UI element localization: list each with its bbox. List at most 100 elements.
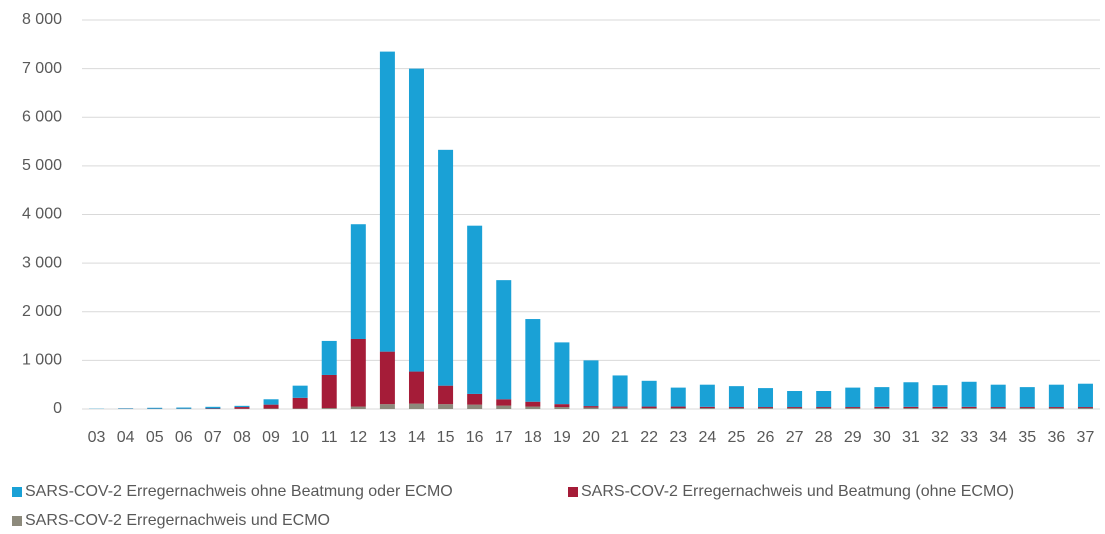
bar-segment bbox=[1048, 407, 1064, 409]
bar-segment bbox=[1048, 384, 1064, 408]
bar-segment bbox=[816, 408, 832, 409]
bar-segment bbox=[1019, 407, 1035, 409]
bar-segment bbox=[263, 399, 279, 405]
bar-segment bbox=[816, 391, 832, 408]
bar-segment bbox=[758, 407, 774, 409]
bar-segment bbox=[234, 405, 250, 408]
bar-segment bbox=[845, 407, 861, 409]
bar-segment bbox=[670, 406, 686, 409]
bar-segment bbox=[874, 406, 890, 409]
bar-segment bbox=[932, 406, 948, 409]
bar-segment bbox=[438, 404, 454, 409]
x-tick-label: 27 bbox=[786, 429, 804, 446]
bar-segment bbox=[816, 407, 832, 409]
legend-label: SARS-COV-2 Erregernachweis ohne Beatmung… bbox=[25, 483, 453, 500]
y-tick-label: 4 000 bbox=[22, 206, 62, 223]
x-tick-label: 31 bbox=[902, 429, 920, 446]
x-tick-label: 35 bbox=[1018, 429, 1036, 446]
bar-segment bbox=[990, 384, 1006, 408]
bar-segment bbox=[612, 375, 628, 407]
bar-segment bbox=[728, 386, 744, 408]
x-tick-label: 12 bbox=[349, 429, 367, 446]
bar-segment bbox=[583, 360, 599, 407]
x-tick-label: 18 bbox=[524, 429, 542, 446]
x-tick-label: 11 bbox=[321, 429, 338, 446]
bar-segment bbox=[932, 408, 948, 409]
bar-segment bbox=[961, 406, 977, 409]
x-tick-label: 03 bbox=[88, 429, 106, 446]
bar-segment bbox=[758, 408, 774, 409]
bar-segment bbox=[438, 385, 454, 405]
x-tick-label: 22 bbox=[640, 429, 658, 446]
bar-segment bbox=[321, 340, 337, 375]
bar-segment bbox=[845, 408, 861, 409]
bar-segment bbox=[554, 404, 570, 408]
y-tick-label: 8 000 bbox=[22, 11, 62, 28]
x-tick-label: 32 bbox=[931, 429, 949, 446]
x-tick-label: 28 bbox=[815, 429, 833, 446]
bar-segment bbox=[612, 406, 628, 408]
x-tick-label: 26 bbox=[757, 429, 775, 446]
bar-segment bbox=[583, 406, 599, 408]
bar-segment bbox=[350, 406, 366, 409]
x-tick-label: 10 bbox=[291, 429, 309, 446]
y-tick-label: 2 000 bbox=[22, 303, 62, 320]
bar-segment bbox=[670, 408, 686, 409]
bar-segment bbox=[1077, 408, 1093, 409]
bar-segment bbox=[467, 404, 483, 409]
bar-segment bbox=[292, 397, 308, 409]
bar-segment bbox=[641, 406, 657, 409]
bar-segment bbox=[845, 387, 861, 408]
bar-segment bbox=[525, 406, 541, 409]
x-tick-label: 15 bbox=[437, 429, 455, 446]
bar-segment bbox=[147, 407, 163, 409]
x-tick-label: 06 bbox=[175, 429, 193, 446]
x-tick-label: 19 bbox=[553, 429, 571, 446]
bar-segment bbox=[728, 407, 744, 409]
bar-segment bbox=[379, 351, 395, 405]
x-tick-label: 21 bbox=[611, 429, 629, 446]
x-tick-label: 07 bbox=[204, 429, 222, 446]
y-tick-label: 7 000 bbox=[22, 60, 62, 77]
x-tick-label: 33 bbox=[960, 429, 978, 446]
x-tick-label: 20 bbox=[582, 429, 600, 446]
bar-segment bbox=[408, 371, 424, 404]
bar-segment bbox=[176, 407, 192, 409]
bar-segment bbox=[787, 407, 803, 409]
bar-segment bbox=[350, 338, 366, 407]
legend-label: SARS-COV-2 Erregernachweis und ECMO bbox=[25, 512, 330, 529]
x-tick-label: 08 bbox=[233, 429, 251, 446]
x-tick-label: 29 bbox=[844, 429, 862, 446]
x-tick-label: 13 bbox=[379, 429, 397, 446]
bar-segment bbox=[263, 404, 279, 409]
y-tick-label: 0 bbox=[53, 400, 62, 417]
bar-segment bbox=[612, 407, 628, 409]
x-tick-label: 34 bbox=[989, 429, 1007, 446]
x-tick-label: 05 bbox=[146, 429, 164, 446]
y-tick-label: 5 000 bbox=[22, 157, 62, 174]
y-tick-label: 6 000 bbox=[22, 108, 62, 125]
bar-segment bbox=[496, 399, 512, 406]
x-tick-label: 30 bbox=[873, 429, 891, 446]
legend-swatch bbox=[12, 516, 22, 526]
bar-segment bbox=[1077, 383, 1093, 408]
bar-segment bbox=[292, 385, 308, 398]
bar-segment bbox=[990, 407, 1006, 409]
bar-segment bbox=[408, 403, 424, 409]
bar-segment bbox=[350, 224, 366, 339]
legend-swatch bbox=[568, 487, 578, 497]
bar-segment bbox=[699, 406, 715, 409]
x-tick-label: 09 bbox=[262, 429, 280, 446]
x-tick-label: 24 bbox=[698, 429, 716, 446]
y-tick-label: 3 000 bbox=[22, 254, 62, 271]
x-tick-label: 16 bbox=[466, 429, 484, 446]
bar-segment bbox=[525, 319, 541, 402]
bar-segment bbox=[1019, 408, 1035, 409]
bar-segment bbox=[903, 382, 919, 407]
bar-segment bbox=[1048, 408, 1064, 409]
bar-segment bbox=[932, 385, 948, 407]
bar-segment bbox=[990, 408, 1006, 409]
y-tick-label: 1 000 bbox=[22, 352, 62, 369]
bar-segment bbox=[408, 68, 424, 372]
